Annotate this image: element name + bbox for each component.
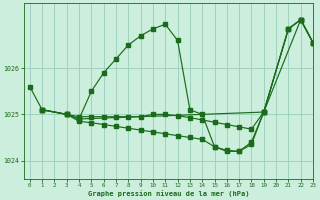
X-axis label: Graphe pression niveau de la mer (hPa): Graphe pression niveau de la mer (hPa) — [88, 190, 249, 197]
